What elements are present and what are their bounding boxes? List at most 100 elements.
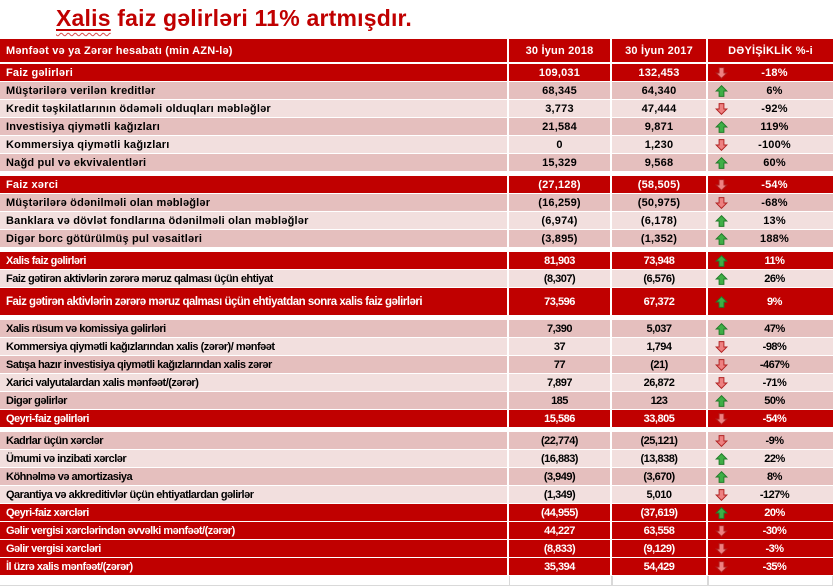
section-total-row: Faiz gəlirləri 109,031 132,453 -18% bbox=[0, 64, 833, 81]
value-2018: 15,329 bbox=[509, 154, 612, 171]
data-row: Kommersiya qiymətli kağızları 0 1,230 -100% bbox=[0, 136, 833, 153]
row-label: Faiz gətirən aktivlərin zərərə məruz qal… bbox=[0, 270, 509, 287]
row-label: Kommersiya qiymətli kağızları bbox=[0, 136, 509, 153]
row-label: Investisiya qiymətli kağızları bbox=[0, 118, 509, 135]
row-label: Müştərilərə verilən kreditlər bbox=[0, 82, 509, 99]
change-cell: -9% bbox=[708, 432, 833, 449]
value-2018: 7,897 bbox=[509, 374, 612, 391]
value-2017: 1,794 bbox=[612, 338, 708, 355]
page-title: Xalis faiz gəlirləri 11% artmışdır. bbox=[56, 5, 833, 32]
value-2018: 3,773 bbox=[509, 100, 612, 117]
value-2017: 1,230 bbox=[612, 136, 708, 153]
value-2018: (8,307) bbox=[509, 270, 612, 287]
section-total-row: Faiz gətirən aktivlərin zərərə məruz qal… bbox=[0, 288, 833, 315]
change-percent: 9% bbox=[767, 295, 782, 308]
change-percent: 26% bbox=[764, 272, 785, 285]
change-percent: 119% bbox=[760, 120, 789, 133]
change-percent: -71% bbox=[762, 376, 787, 389]
row-label: Qeyri-faiz xərcləri bbox=[0, 504, 509, 521]
change-cell: 60% bbox=[708, 154, 833, 171]
value-2017: 26,872 bbox=[612, 374, 708, 391]
row-label: Qeyri-faiz gəlirləri bbox=[0, 410, 509, 427]
column-header-2018: 30 İyun 2018 bbox=[509, 39, 612, 62]
change-cell: -35% bbox=[708, 558, 833, 575]
table-header-row: Mənfəət və ya Zərər hesabatı (min AZN-lə… bbox=[0, 39, 833, 62]
data-row: Xalis rüsum və komissiya gəlirləri 7,390 5… bbox=[0, 320, 833, 337]
data-row: Müştərilərə ödənilməli olan məbləğlər (16… bbox=[0, 194, 833, 211]
value-2018: 15,586 bbox=[509, 410, 612, 427]
change-cell: 119% bbox=[708, 118, 833, 135]
value-2017: 123 bbox=[612, 392, 708, 409]
value-2018: (8,833) bbox=[509, 540, 612, 557]
change-cell: 50% bbox=[708, 392, 833, 409]
change-percent: 20% bbox=[764, 506, 785, 519]
down-arrow-icon bbox=[715, 340, 728, 353]
row-label: İl üzrə xalis mənfəət/(zərər) bbox=[0, 558, 509, 575]
section-total-row: Xalis faiz gəlirləri 81,903 73,948 11% bbox=[0, 252, 833, 269]
column-header-change: DƏYİŞİKLİK %-i bbox=[708, 39, 833, 62]
data-row: Nağd pul və ekvivalentləri 15,329 9,568 60% bbox=[0, 154, 833, 171]
change-percent: -54% bbox=[761, 178, 788, 191]
change-cell: -127% bbox=[708, 486, 833, 503]
row-label: Gəlir vergisi xərcləri bbox=[0, 540, 509, 557]
value-2018: (27,128) bbox=[509, 176, 612, 193]
data-row: Qarantiya və akkreditivlər üçün ehtiyatl… bbox=[0, 486, 833, 503]
section-total-row: Faiz xərci (27,128) (58,505) -54% bbox=[0, 176, 833, 193]
data-row: Ümumi və inzibati xərclər (16,883) (13,838… bbox=[0, 450, 833, 467]
row-label: Köhnəlmə və amortizasiya bbox=[0, 468, 509, 485]
change-percent: 22% bbox=[764, 452, 785, 465]
value-2018: (44,955) bbox=[509, 504, 612, 521]
empty-cell bbox=[0, 576, 509, 586]
section-total-row: Gəlir vergisi xərclərindən əvvəlki mənfə… bbox=[0, 522, 833, 539]
value-2017: 132,453 bbox=[612, 64, 708, 81]
value-2017: 5,037 bbox=[612, 320, 708, 337]
change-cell: 11% bbox=[708, 252, 833, 269]
value-2018: 37 bbox=[509, 338, 612, 355]
row-label: Nağd pul və ekvivalentləri bbox=[0, 154, 509, 171]
value-2017: (37,619) bbox=[612, 504, 708, 521]
value-2017: (50,975) bbox=[612, 194, 708, 211]
row-label: Satışa hazır investisiya qiymətli kağızl… bbox=[0, 356, 509, 373]
row-label: Digər gəlirlər bbox=[0, 392, 509, 409]
empty-cell bbox=[612, 576, 708, 586]
data-row: Faiz gətirən aktivlərin zərərə məruz qal… bbox=[0, 270, 833, 287]
data-row: Xarici valyutalardan xalis mənfəət/(zərə… bbox=[0, 374, 833, 391]
data-row: Digər borc götürülmüş pul vəsaitləri (3,8… bbox=[0, 230, 833, 247]
up-arrow-icon bbox=[715, 156, 728, 169]
data-row: Kredit təşkilatlarının ödəməli olduqları… bbox=[0, 100, 833, 117]
down-arrow-icon bbox=[715, 488, 728, 501]
value-2017: (1,352) bbox=[612, 230, 708, 247]
value-2017: (6,178) bbox=[612, 212, 708, 229]
down-arrow-icon bbox=[715, 102, 728, 115]
empty-row bbox=[0, 576, 833, 586]
change-cell: 47% bbox=[708, 320, 833, 337]
change-percent: -467% bbox=[759, 358, 790, 371]
row-label: Xalis rüsum və komissiya gəlirləri bbox=[0, 320, 509, 337]
change-percent: -18% bbox=[761, 66, 788, 79]
value-2017: 47,444 bbox=[612, 100, 708, 117]
section-total-row: Qeyri-faiz gəlirləri 15,586 33,805 -54% bbox=[0, 410, 833, 427]
row-label: Müştərilərə ödənilməli olan məbləğlər bbox=[0, 194, 509, 211]
value-2018: (3,949) bbox=[509, 468, 612, 485]
row-label: Digər borc götürülmüş pul vəsaitləri bbox=[0, 230, 509, 247]
change-cell: 8% bbox=[708, 468, 833, 485]
change-percent: 13% bbox=[763, 214, 786, 227]
value-2017: 64,340 bbox=[612, 82, 708, 99]
value-2018: (1,349) bbox=[509, 486, 612, 503]
change-cell: 22% bbox=[708, 450, 833, 467]
value-2017: (58,505) bbox=[612, 176, 708, 193]
value-2018: (3,895) bbox=[509, 230, 612, 247]
change-percent: -127% bbox=[759, 488, 790, 501]
value-2018: (6,974) bbox=[509, 212, 612, 229]
column-header-account: Mənfəət və ya Zərər hesabatı (min AZN-lə… bbox=[0, 39, 509, 62]
value-2017: (21) bbox=[612, 356, 708, 373]
value-2017: 63,558 bbox=[612, 522, 708, 539]
change-cell: 26% bbox=[708, 270, 833, 287]
value-2017: 5,010 bbox=[612, 486, 708, 503]
up-arrow-icon bbox=[715, 254, 728, 267]
value-2018: 44,227 bbox=[509, 522, 612, 539]
change-percent: -9% bbox=[765, 434, 784, 447]
change-percent: -98% bbox=[762, 340, 787, 353]
change-cell: -54% bbox=[708, 410, 833, 427]
data-row: Kadrlar üçün xərclər (22,774) (25,121) -9% bbox=[0, 432, 833, 449]
